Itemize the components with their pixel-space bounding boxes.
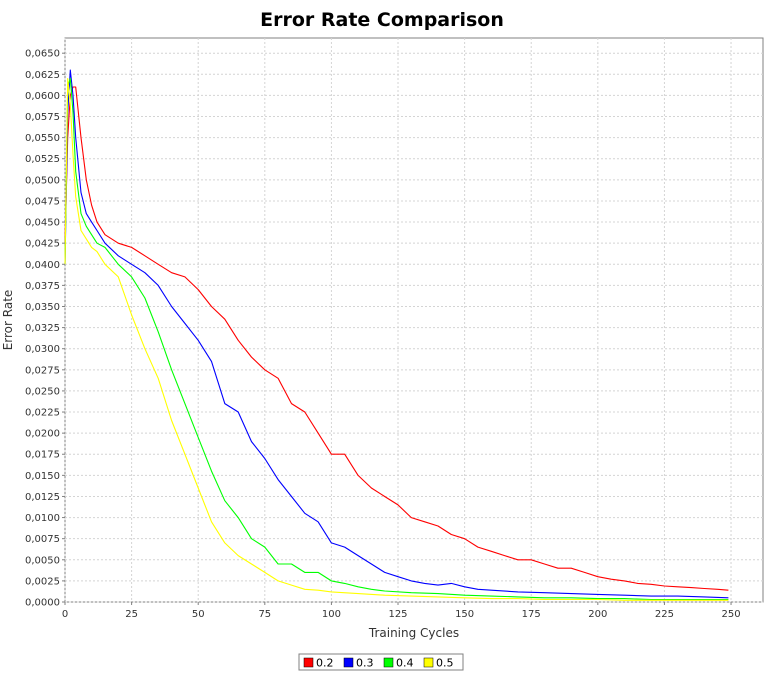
y-tick-label: 0,0425: [25, 239, 60, 250]
y-tick-label: 0,0275: [25, 365, 60, 376]
y-tick-label: 0,0650: [25, 49, 60, 60]
y-tick-label: 0,0200: [25, 429, 60, 440]
y-tick-label: 0,0500: [25, 175, 60, 186]
x-tick-label: 100: [322, 609, 341, 620]
y-tick-label: 0,0075: [25, 534, 60, 545]
y-tick-label: 0,0375: [25, 281, 60, 292]
legend-label-0-3: 0.3: [356, 657, 374, 670]
y-tick-label: 0,0350: [25, 302, 60, 313]
y-tick-label: 0,0600: [25, 91, 60, 102]
x-tick-label: 175: [522, 609, 541, 620]
x-axis-label: Training Cycles: [368, 626, 459, 640]
legend-swatch-0-2: [303, 657, 314, 668]
series-line-0-5: [64, 77, 729, 601]
legend-swatch-0-4: [383, 657, 394, 668]
chart-title: Error Rate Comparison: [260, 9, 504, 31]
x-tick-label: 225: [655, 609, 674, 620]
x-axis-ticks: 0 25 50 75 100 125 150 175 200 225 250: [62, 602, 741, 620]
y-tick-label: 0,0550: [25, 133, 60, 144]
legend: 0.2 0.3 0.4 0.5: [298, 653, 464, 671]
series-line-0-3: [64, 69, 729, 599]
legend-label-0-2: 0.2: [316, 657, 334, 670]
y-tick-label: 0,0175: [25, 450, 60, 461]
legend-swatch-0-5: [423, 657, 434, 668]
x-tick-label: 0: [62, 609, 68, 620]
legend-label-0-4: 0.4: [396, 657, 414, 670]
legend-label-0-5: 0.5: [436, 657, 454, 670]
x-tick-label: 125: [388, 609, 407, 620]
y-tick-label: 0,0025: [25, 576, 60, 587]
y-axis-label: Error Rate: [1, 290, 15, 351]
x-tick-label: 50: [192, 609, 205, 620]
y-tick-label: 0,0325: [25, 323, 60, 334]
y-tick-label: 0,0125: [25, 492, 60, 503]
y-tick-label: 0,0400: [25, 260, 60, 271]
y-tick-label: 0,0475: [25, 196, 60, 207]
legend-swatch-0-3: [343, 657, 354, 668]
y-tick-label: 0,0250: [25, 386, 60, 397]
y-tick-label: 0,0225: [25, 408, 60, 419]
series-line-0-4: [64, 77, 729, 601]
y-tick-label: 0,0625: [25, 70, 60, 81]
x-tick-label: 200: [588, 609, 607, 620]
y-axis-ticks: 0,0000 0,0025 0,0050 0,0075 0,0100 0,0125 0,01…: [25, 49, 65, 609]
legend-box: [298, 653, 464, 671]
x-tick-label: 75: [258, 609, 271, 620]
x-tick-label: 150: [455, 609, 474, 620]
y-tick-label: 0,0575: [25, 112, 60, 123]
y-tick-label: 0,0000: [25, 598, 60, 609]
y-tick-label: 0,0450: [25, 218, 60, 229]
x-tick-label: 25: [125, 609, 138, 620]
series-lines: [64, 69, 729, 601]
series-line-0-2: [64, 86, 729, 591]
y-tick-label: 0,0525: [25, 154, 60, 165]
x-tick-label: 250: [721, 609, 740, 620]
y-tick-label: 0,0150: [25, 471, 60, 482]
y-tick-label: 0,0300: [25, 344, 60, 355]
y-tick-label: 0,0100: [25, 513, 60, 524]
plot-area: [64, 37, 764, 603]
y-tick-label: 0,0050: [25, 555, 60, 566]
grid: [64, 38, 763, 603]
